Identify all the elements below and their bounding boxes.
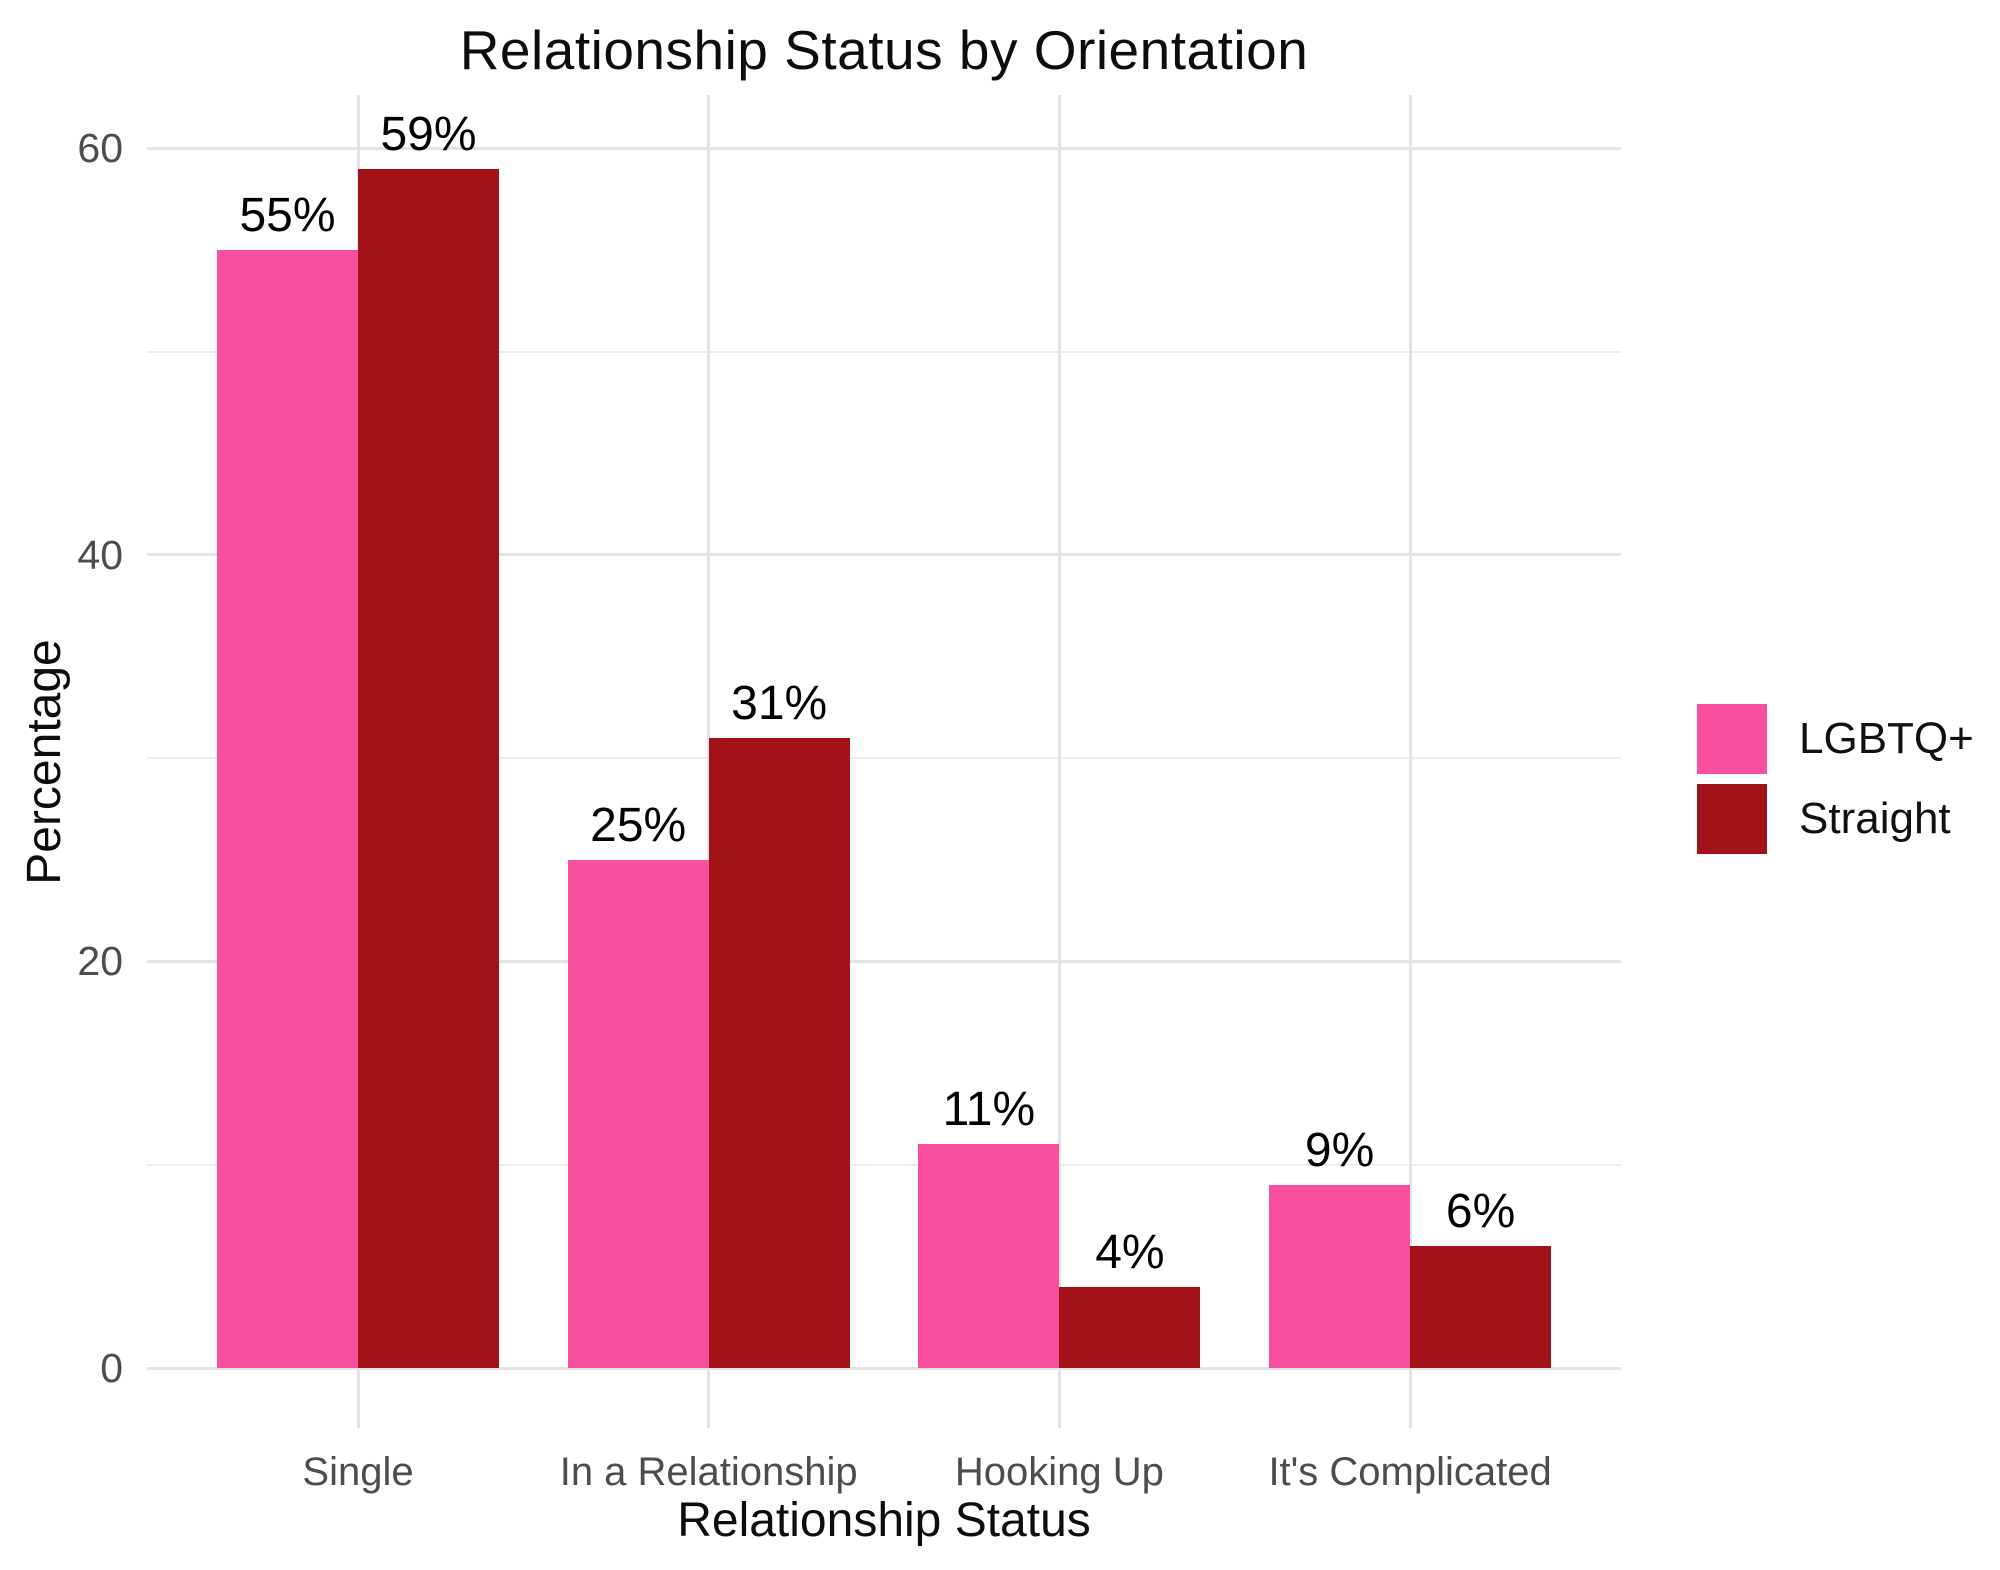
x-tick-label: It's Complicated [1268, 1450, 1552, 1494]
bar-lgbtq-2 [567, 859, 709, 1368]
gridline-major [147, 146, 1621, 150]
bar-value-label: 55% [239, 188, 336, 242]
legend-item-straight: Straight [1697, 784, 1974, 854]
bar-straight-2 [708, 737, 850, 1368]
bar-lgbtq-1 [217, 249, 358, 1368]
y-tick-label: 0 [100, 1345, 123, 1391]
legend-label: Straight [1799, 794, 1951, 843]
y-axis-title: Percentage [18, 639, 71, 885]
gridline-vertical [1408, 95, 1412, 1428]
y-tick-label: 20 [77, 938, 123, 985]
chart-title: Relationship Status by Orientation [459, 19, 1309, 81]
legend: LGBTQ+ Straight [1697, 704, 1974, 864]
bar-value-label: 11% [942, 1083, 1036, 1137]
x-tick-label: In a Relationship [559, 1450, 858, 1494]
legend-label: LGBTQ+ [1799, 714, 1974, 763]
bar-straight-4 [1410, 1246, 1552, 1368]
bar-lgbtq-3 [918, 1144, 1060, 1368]
gridline-minor [147, 1163, 1621, 1166]
x-axis-title: Relationship Status [677, 1494, 1091, 1547]
bar-value-label: 31% [731, 676, 828, 730]
bar-straight-3 [1059, 1286, 1201, 1368]
legend-swatch [1697, 784, 1767, 854]
bar-value-label: 25% [590, 798, 687, 852]
y-tick-label: 40 [77, 531, 123, 578]
bar-value-label: 59% [380, 107, 477, 161]
x-tick-label: Hooking Up [954, 1450, 1164, 1494]
gridline-vertical [1057, 95, 1061, 1428]
bar-straight-1 [358, 168, 499, 1368]
x-tick-label: Single [302, 1450, 414, 1494]
gridline-minor [147, 757, 1621, 760]
y-tick-label: 60 [77, 125, 123, 172]
bar-value-label: 4% [1095, 1225, 1165, 1279]
bar-value-label: 9% [1304, 1124, 1375, 1178]
gridline-major [147, 1366, 1621, 1370]
plot-panel: 55% 59% 25% 31% 11% 4% 9% 6% [147, 95, 1621, 1428]
bar-value-label: 6% [1445, 1185, 1516, 1239]
gridline-minor [147, 350, 1621, 353]
gridline-major [147, 959, 1621, 963]
gridline-major [147, 553, 1621, 557]
legend-item-lgbtq: LGBTQ+ [1697, 704, 1974, 774]
bar-lgbtq-4 [1269, 1185, 1411, 1368]
legend-swatch [1697, 704, 1767, 774]
